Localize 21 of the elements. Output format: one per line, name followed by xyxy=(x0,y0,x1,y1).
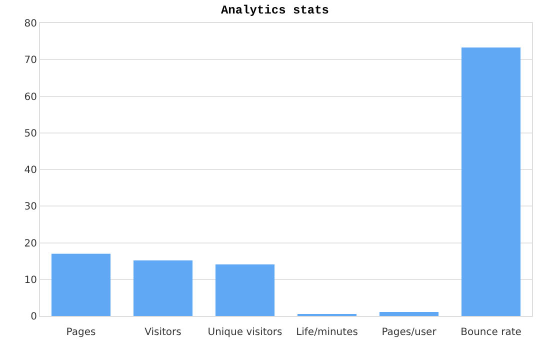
y-tick-label: 80 xyxy=(24,18,37,30)
x-tick-label: Visitors xyxy=(144,327,182,338)
x-tick-label: Bounce rate xyxy=(460,327,522,338)
x-tick-label: Pages xyxy=(66,327,96,338)
y-tick-label: 0 xyxy=(30,312,37,322)
x-tick-label: Unique visitors xyxy=(208,327,282,338)
bar xyxy=(379,312,439,316)
y-tick-label: 40 xyxy=(24,165,37,176)
bar xyxy=(215,264,275,316)
y-tick-label: 50 xyxy=(24,128,37,140)
y-tick-label: 20 xyxy=(24,238,37,250)
y-tick-label: 30 xyxy=(24,202,37,213)
chart-title: Analytics stats xyxy=(220,4,330,18)
bar xyxy=(461,48,521,316)
y-tick-label: 70 xyxy=(24,55,37,66)
x-tick-label: Life/minutes xyxy=(296,327,358,338)
x-tick-label: Pages/user xyxy=(382,327,438,338)
y-tick-label: 60 xyxy=(24,92,37,103)
bar xyxy=(133,260,193,316)
bar xyxy=(51,254,111,316)
y-tick-label: 10 xyxy=(24,274,37,286)
